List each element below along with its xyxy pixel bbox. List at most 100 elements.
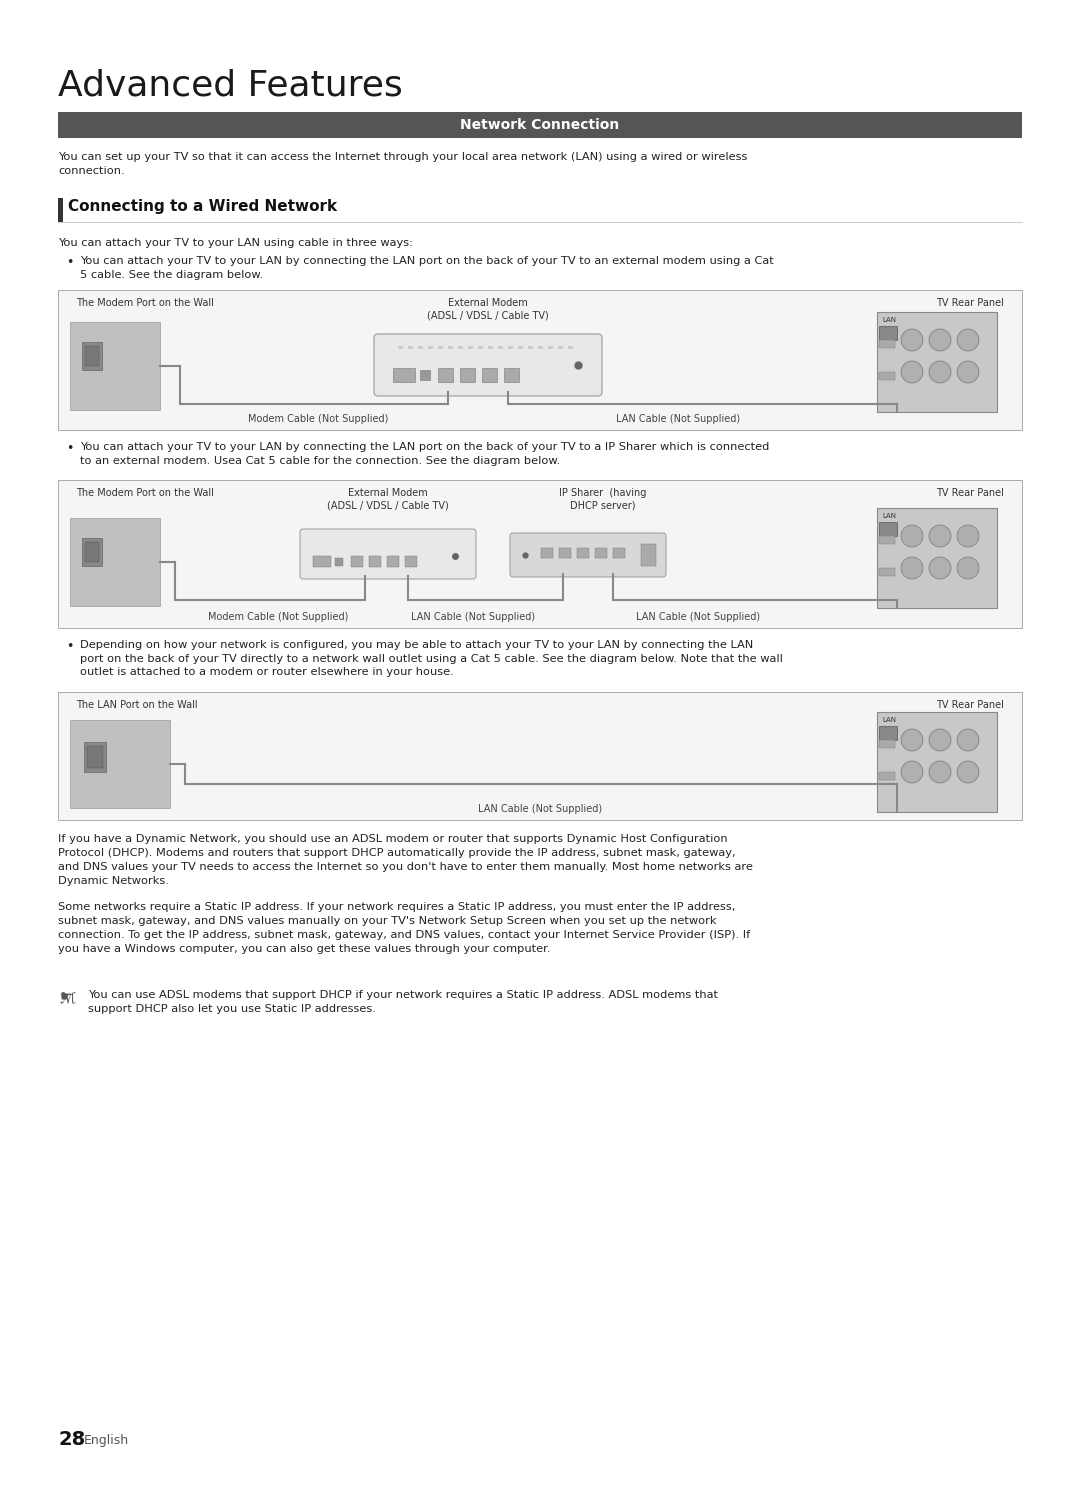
Text: Advanced Features: Advanced Features xyxy=(58,69,403,102)
Text: •: • xyxy=(66,442,73,456)
Text: Some networks require a Static IP address. If your network requires a Static IP : Some networks require a Static IP addres… xyxy=(58,902,751,955)
Circle shape xyxy=(929,329,951,351)
Text: The Modem Port on the Wall: The Modem Port on the Wall xyxy=(76,489,214,498)
Bar xyxy=(351,556,363,568)
Bar xyxy=(84,743,106,772)
Bar xyxy=(478,347,483,350)
Bar xyxy=(418,347,423,350)
Text: LAN Cable (Not Supplied): LAN Cable (Not Supplied) xyxy=(616,414,740,424)
Text: The LAN Port on the Wall: The LAN Port on the Wall xyxy=(76,701,198,710)
Text: TV Rear Panel: TV Rear Panel xyxy=(936,701,1004,710)
Bar xyxy=(488,347,492,350)
Text: IP Sharer  (having
DHCP server): IP Sharer (having DHCP server) xyxy=(559,489,647,511)
FancyBboxPatch shape xyxy=(374,335,602,396)
Bar xyxy=(448,347,453,350)
Bar xyxy=(85,347,99,366)
Bar xyxy=(879,372,895,379)
Bar xyxy=(577,548,589,557)
Text: LAN: LAN xyxy=(882,717,896,723)
Bar xyxy=(58,112,1022,137)
Circle shape xyxy=(929,760,951,783)
Text: External Modem
(ADSL / VDSL / Cable TV): External Modem (ADSL / VDSL / Cable TV) xyxy=(427,297,549,320)
Bar xyxy=(438,347,443,350)
Bar xyxy=(879,772,895,780)
Bar xyxy=(428,347,433,350)
Circle shape xyxy=(901,329,923,351)
Text: Depending on how your network is configured, you may be able to attach your TV t: Depending on how your network is configu… xyxy=(80,639,783,677)
Circle shape xyxy=(957,329,978,351)
Bar xyxy=(642,544,656,566)
Text: You can use ADSL modems that support DHCP if your network requires a Static IP a: You can use ADSL modems that support DHC… xyxy=(87,991,718,1014)
Text: You can attach your TV to your LAN by connecting the LAN port on the back of you: You can attach your TV to your LAN by co… xyxy=(80,255,773,279)
Bar xyxy=(313,556,330,568)
Circle shape xyxy=(929,557,951,580)
Bar xyxy=(879,740,895,748)
Bar xyxy=(87,746,103,768)
Circle shape xyxy=(901,362,923,382)
FancyBboxPatch shape xyxy=(510,533,666,577)
Circle shape xyxy=(901,760,923,783)
Bar xyxy=(70,323,160,409)
Bar xyxy=(460,368,475,382)
Text: LAN Cable (Not Supplied): LAN Cable (Not Supplied) xyxy=(410,613,535,622)
Text: External Modem
(ADSL / VDSL / Cable TV): External Modem (ADSL / VDSL / Cable TV) xyxy=(327,489,449,511)
Text: Modem Cable (Not Supplied): Modem Cable (Not Supplied) xyxy=(207,613,348,622)
Bar xyxy=(405,556,417,568)
Bar xyxy=(85,542,99,562)
Bar xyxy=(387,556,399,568)
Text: LAN Cable (Not Supplied): LAN Cable (Not Supplied) xyxy=(636,613,760,622)
Text: LAN: LAN xyxy=(882,512,896,518)
FancyBboxPatch shape xyxy=(300,529,476,580)
Text: English: English xyxy=(84,1434,130,1448)
Text: LAN: LAN xyxy=(882,317,896,323)
Bar xyxy=(482,368,497,382)
Bar xyxy=(369,556,381,568)
Text: You can attach your TV to your LAN by connecting the LAN port on the back of you: You can attach your TV to your LAN by co… xyxy=(80,442,769,466)
Bar xyxy=(458,347,463,350)
Bar xyxy=(879,521,897,536)
Text: 28: 28 xyxy=(58,1430,85,1449)
Bar xyxy=(879,568,895,577)
Text: Connecting to a Wired Network: Connecting to a Wired Network xyxy=(68,199,337,214)
Circle shape xyxy=(901,524,923,547)
Text: •: • xyxy=(66,255,73,269)
Text: The Modem Port on the Wall: The Modem Port on the Wall xyxy=(76,297,214,308)
Bar xyxy=(58,480,1022,627)
Bar xyxy=(877,312,997,412)
Bar xyxy=(538,347,543,350)
Bar xyxy=(877,713,997,813)
Bar xyxy=(879,326,897,341)
Bar xyxy=(528,347,534,350)
Text: ☛: ☛ xyxy=(60,991,72,1004)
Text: ℳ: ℳ xyxy=(60,991,77,1005)
Text: You can set up your TV so that it can access the Internet through your local are: You can set up your TV so that it can ac… xyxy=(58,152,747,176)
Bar xyxy=(508,347,513,350)
Bar xyxy=(548,347,553,350)
Bar xyxy=(518,347,523,350)
Text: If you have a Dynamic Network, you should use an ADSL modem or router that suppo: If you have a Dynamic Network, you shoul… xyxy=(58,834,753,886)
Bar xyxy=(468,347,473,350)
Text: You can attach your TV to your LAN using cable in three ways:: You can attach your TV to your LAN using… xyxy=(58,238,413,248)
Bar xyxy=(879,726,897,740)
Text: TV Rear Panel: TV Rear Panel xyxy=(936,489,1004,498)
Text: TV Rear Panel: TV Rear Panel xyxy=(936,297,1004,308)
Bar xyxy=(58,290,1022,430)
Circle shape xyxy=(957,760,978,783)
Bar xyxy=(498,347,503,350)
Bar xyxy=(58,199,63,223)
Text: LAN Cable (Not Supplied): LAN Cable (Not Supplied) xyxy=(478,804,602,814)
Circle shape xyxy=(901,729,923,751)
Bar xyxy=(559,548,571,557)
Circle shape xyxy=(957,524,978,547)
Circle shape xyxy=(957,557,978,580)
Text: Modem Cable (Not Supplied): Modem Cable (Not Supplied) xyxy=(247,414,388,424)
Bar xyxy=(82,538,102,566)
Bar xyxy=(335,557,343,566)
Bar xyxy=(70,518,160,607)
Bar xyxy=(399,347,403,350)
Bar xyxy=(568,347,573,350)
Bar xyxy=(879,341,895,348)
Circle shape xyxy=(957,729,978,751)
Bar xyxy=(504,368,519,382)
Bar xyxy=(879,536,895,544)
